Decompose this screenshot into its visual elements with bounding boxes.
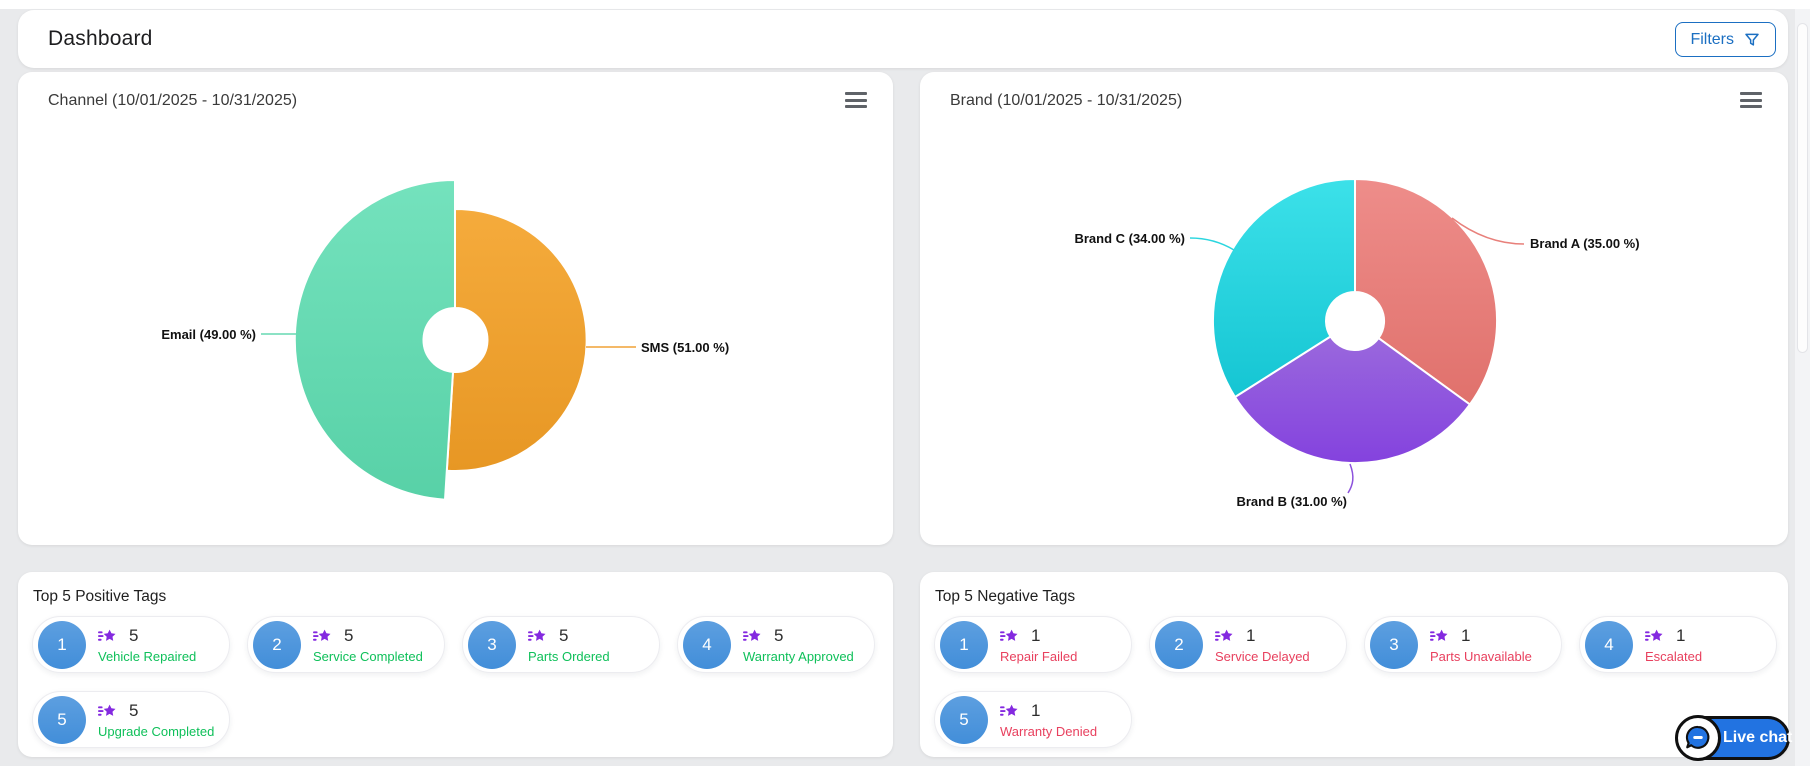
tag-count: 1 [1676, 625, 1686, 645]
negative-tags-list: 1 1 Repair Failed 2 [934, 616, 1778, 748]
topbar: Dashboard Filters [18, 10, 1788, 68]
pie-slice-brand-a[interactable] [1354, 177, 1499, 406]
tag-label: Parts Ordered [528, 648, 610, 664]
rank-badge: 5 [38, 695, 86, 744]
negative-tags-title: Top 5 Negative Tags [935, 588, 1076, 605]
star-icon [98, 704, 116, 716]
scrollbar-thumb[interactable] [1797, 23, 1808, 353]
tag-label: Warranty Denied [1000, 723, 1098, 739]
star-icon [313, 629, 331, 641]
brand-a-label-connector [1451, 217, 1525, 245]
rank-badge: 1 [38, 620, 86, 669]
star-icon [528, 629, 546, 641]
tag-pill: 3 1 Parts Unavailable [1364, 616, 1562, 673]
rank-badge: 3 [468, 620, 516, 669]
tag-label: Escalated [1645, 648, 1703, 664]
star-icon [1215, 629, 1233, 641]
channel-pie-chart: Email (49.00 %) SMS (51.00 %) [161, 178, 729, 501]
rank-badge: 4 [1585, 620, 1633, 669]
tag-pill: 4 1 Escalated [1579, 616, 1777, 673]
tag-pill: 1 1 Repair Failed [934, 616, 1132, 673]
pie-slice-email[interactable] [293, 178, 456, 501]
tag-pill: 1 5 Vehicle Repaired [32, 616, 230, 673]
filters-button[interactable]: Filters [1675, 22, 1776, 57]
brand-a-data-label: Brand A (35.00 %) [1530, 236, 1640, 251]
star-icon [743, 629, 761, 641]
live-chat-label: Live chat [1723, 729, 1793, 746]
negative-tags-card: Top 5 Negative Tags 1 1 Repair Failed 2 [920, 572, 1788, 757]
positive-tags-card: Top 5 Positive Tags 1 5 Vehicle Repaired… [18, 572, 893, 757]
scrollbar-track[interactable] [1795, 9, 1810, 766]
tag-count: 1 [1246, 625, 1256, 645]
tag-count: 5 [129, 625, 139, 645]
tag-count: 5 [774, 625, 784, 645]
channel-chart-title: Channel (10/01/2025 - 10/31/2025) [48, 92, 298, 109]
email-data-label: Email (49.00 %) [161, 327, 256, 342]
tag-pill: 4 5 Warranty Approved [677, 616, 875, 673]
tag-count: 1 [1031, 700, 1041, 720]
tag-label: Vehicle Repaired [98, 648, 197, 664]
tag-label: Upgrade Completed [98, 723, 215, 739]
brand-c-data-label: Brand C (34.00 %) [1074, 231, 1185, 246]
positive-tags-title: Top 5 Positive Tags [33, 588, 167, 605]
live-chat-logo [1675, 715, 1721, 761]
tag-label: Warranty Approved [743, 648, 854, 664]
tag-label: Service Delayed [1215, 648, 1310, 664]
brand-b-data-label: Brand B (31.00 %) [1236, 494, 1347, 509]
pie-slice-brand-b[interactable] [1233, 335, 1472, 464]
brand-c-label-connector [1189, 237, 1235, 251]
tag-label: Service Completed [313, 648, 423, 664]
pie-slice-sms[interactable] [445, 207, 588, 472]
star-icon [1430, 629, 1448, 641]
page-title: Dashboard [48, 27, 153, 50]
pie-slice-brand-c[interactable] [1211, 177, 1356, 399]
tag-pill: 2 1 Service Delayed [1149, 616, 1347, 673]
tag-pill: 3 5 Parts Ordered [462, 616, 660, 673]
chat-bubble-icon [1685, 725, 1710, 749]
brand-pie-chart: Brand A (35.00 %) Brand C (34.00 %) Bran… [1074, 177, 1640, 509]
tag-count: 1 [1031, 625, 1041, 645]
tag-pill: 2 5 Service Completed [247, 616, 445, 673]
channel-chart-card: Channel (10/01/2025 - 10/31/2025) Email … [18, 72, 893, 545]
tag-count: 5 [344, 625, 354, 645]
brand-b-label-connector [1347, 463, 1354, 494]
star-icon [1645, 629, 1663, 641]
brand-chart-title: Brand (10/01/2025 - 10/31/2025) [950, 92, 1183, 109]
brand-chart-card: Brand (10/01/2025 - 10/31/2025) Brand A … [920, 72, 1788, 545]
tag-count: 5 [559, 625, 569, 645]
rank-badge: 3 [1370, 620, 1418, 669]
rank-badge: 2 [1155, 620, 1203, 669]
live-chat-button[interactable]: Live chat [1675, 715, 1793, 761]
chart-context-menu-icon[interactable] [1740, 92, 1762, 108]
rank-badge: 2 [253, 620, 301, 669]
sms-data-label: SMS (51.00 %) [641, 340, 729, 355]
rank-badge: 5 [940, 695, 988, 744]
star-icon [1000, 629, 1018, 641]
tag-label: Parts Unavailable [1430, 648, 1532, 664]
chart-context-menu-icon[interactable] [845, 92, 867, 108]
tag-pill: 5 5 Upgrade Completed [32, 691, 230, 748]
tag-count: 5 [129, 700, 139, 720]
rank-badge: 1 [940, 620, 988, 669]
filters-button-label: Filters [1690, 30, 1734, 48]
tag-count: 1 [1461, 625, 1471, 645]
star-icon [98, 629, 116, 641]
funnel-icon [1745, 33, 1759, 46]
tag-pill: 5 1 Warranty Denied [934, 691, 1132, 748]
rank-badge: 4 [683, 620, 731, 669]
positive-tags-list: 1 5 Vehicle Repaired 2 [32, 616, 883, 748]
tag-label: Repair Failed [1000, 648, 1078, 664]
star-icon [1000, 704, 1018, 716]
